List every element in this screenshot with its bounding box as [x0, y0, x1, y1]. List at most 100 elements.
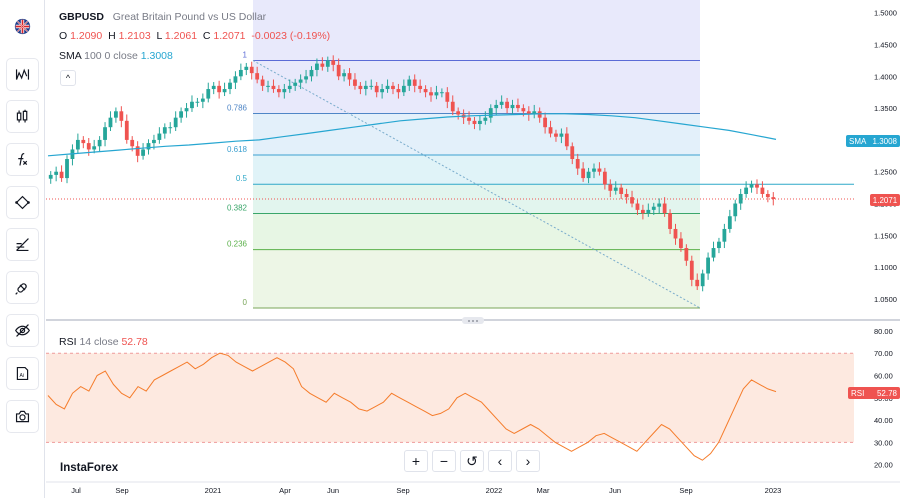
chart-type-button[interactable]	[6, 100, 39, 133]
candle-body	[217, 85, 222, 93]
rsi-axis-tick: 70.00	[874, 349, 893, 358]
screenshot-button[interactable]	[6, 400, 39, 433]
plus-icon: +	[411, 453, 421, 469]
candle-body	[347, 73, 352, 80]
rsi-line	[47, 352, 777, 461]
candle-body	[478, 120, 482, 125]
symbol-flag-button[interactable]	[6, 10, 39, 43]
candle-body	[521, 108, 526, 112]
fib-level-label: 0.786	[227, 103, 248, 112]
pane-resize-handle[interactable]	[462, 317, 484, 324]
symbol-name: GBPUSD	[59, 11, 104, 23]
chart-type-icon	[16, 109, 28, 123]
candle-body	[130, 139, 135, 147]
sma-line	[47, 113, 777, 157]
indicators-button[interactable]	[6, 58, 39, 91]
fib-level-label: 1	[243, 50, 248, 59]
price-axis-tick: 1.4500	[874, 41, 897, 50]
candle-body	[103, 127, 107, 140]
candle-body	[434, 92, 439, 96]
candle-body	[65, 159, 69, 179]
zoom-in-button[interactable]: +	[404, 450, 428, 472]
candle-body	[613, 187, 618, 191]
drawing-tool-icon	[15, 195, 30, 210]
fib-tool-button[interactable]	[6, 228, 39, 261]
candle-body	[597, 168, 602, 172]
candle-body	[505, 101, 509, 109]
sma-legend[interactable]: SMA 100 0 close 1.3008	[59, 50, 173, 62]
candle-body	[59, 171, 64, 179]
candle-body	[146, 143, 151, 150]
candle-body	[336, 64, 341, 77]
candle-body	[206, 89, 211, 99]
candle-body	[233, 76, 238, 83]
sma-tag-value: 1.3008	[872, 136, 897, 146]
candle-body	[592, 168, 596, 172]
sma-tag-label: SMA	[849, 136, 867, 146]
candle-body	[624, 193, 629, 198]
rsi-value: 52.78	[121, 336, 148, 348]
collapse-legend-button[interactable]: ^	[60, 70, 76, 86]
candle-body	[456, 111, 461, 115]
price-axis-tick: 1.4000	[874, 72, 897, 81]
candle-body	[200, 98, 205, 102]
last-price-tag: 1.2071	[870, 194, 900, 206]
candle-body	[238, 69, 243, 77]
ai-text-icon: Ai	[16, 366, 29, 381]
candle-body	[152, 139, 156, 144]
flag-gb-icon	[14, 18, 31, 35]
candle-body	[749, 184, 754, 188]
hide-drawings-button[interactable]	[6, 314, 39, 347]
candle-body	[298, 79, 303, 83]
scroll-right-button[interactable]: ›	[516, 450, 540, 472]
rsi-tag-label: RSI	[851, 388, 865, 398]
ohlc-legend: O 1.2090 H 1.2103 L 1.2061 C 1.2071 -0.0…	[59, 30, 330, 42]
candle-body	[244, 66, 249, 70]
rsi-tag-value: 52.78	[876, 388, 897, 398]
fib-tool-icon	[16, 238, 29, 252]
candle-body	[548, 127, 553, 134]
magnet-button[interactable]	[6, 271, 39, 304]
fib-level-label: 0	[243, 298, 248, 307]
candle-body	[385, 85, 390, 90]
candle-body	[575, 159, 580, 169]
candle-body	[657, 203, 662, 207]
time-axis-tick: Jun	[327, 486, 339, 495]
fib-level-label: 0.236	[227, 240, 248, 249]
candle-body	[141, 149, 145, 156]
fib-zone	[253, 155, 700, 185]
fib-zone	[253, 60, 700, 114]
fib-trend-line	[252, 60, 701, 309]
candle-body	[662, 203, 667, 214]
candle-body	[228, 82, 232, 90]
candle-body	[510, 104, 515, 109]
scroll-left-button[interactable]: ‹	[488, 450, 512, 472]
price-axis-tick: 1.1000	[874, 263, 897, 272]
price-chart-svg[interactable]: 1 0.786 0.618 0.5 0.382 0.236 0 1.0500 1.1000 1.1…	[46, 0, 900, 498]
candle-body	[293, 82, 298, 86]
candle-body	[532, 111, 537, 115]
change-value: -0.0023 (-0.19%)	[251, 30, 331, 42]
drawing-tool-button[interactable]	[6, 186, 39, 219]
chart-area[interactable]: 1 0.786 0.618 0.5 0.382 0.236 0 1.0500 1.1000 1.1…	[46, 0, 900, 498]
candle-body	[467, 117, 471, 121]
candle-body	[727, 216, 732, 229]
reset-chart-button[interactable]: ↺	[460, 450, 484, 472]
candle-body	[635, 203, 640, 210]
ai-text-button[interactable]: Ai	[6, 357, 39, 390]
open-label: O	[59, 30, 68, 42]
high-label: H	[108, 30, 116, 42]
candle-body	[516, 104, 520, 109]
candle-body	[320, 63, 325, 67]
candle-body	[608, 184, 613, 191]
candle-body	[630, 197, 634, 204]
price-axis-tick: 1.0500	[874, 295, 897, 304]
candle-body	[700, 273, 705, 287]
candle-body	[760, 187, 765, 194]
rsi-legend[interactable]: RSI 14 close 52.78	[59, 336, 148, 348]
zoom-out-button[interactable]: −	[432, 450, 456, 472]
rsi-band	[46, 353, 854, 443]
camera-icon	[15, 410, 30, 423]
function-button[interactable]	[6, 143, 39, 176]
candle-body	[755, 184, 759, 188]
